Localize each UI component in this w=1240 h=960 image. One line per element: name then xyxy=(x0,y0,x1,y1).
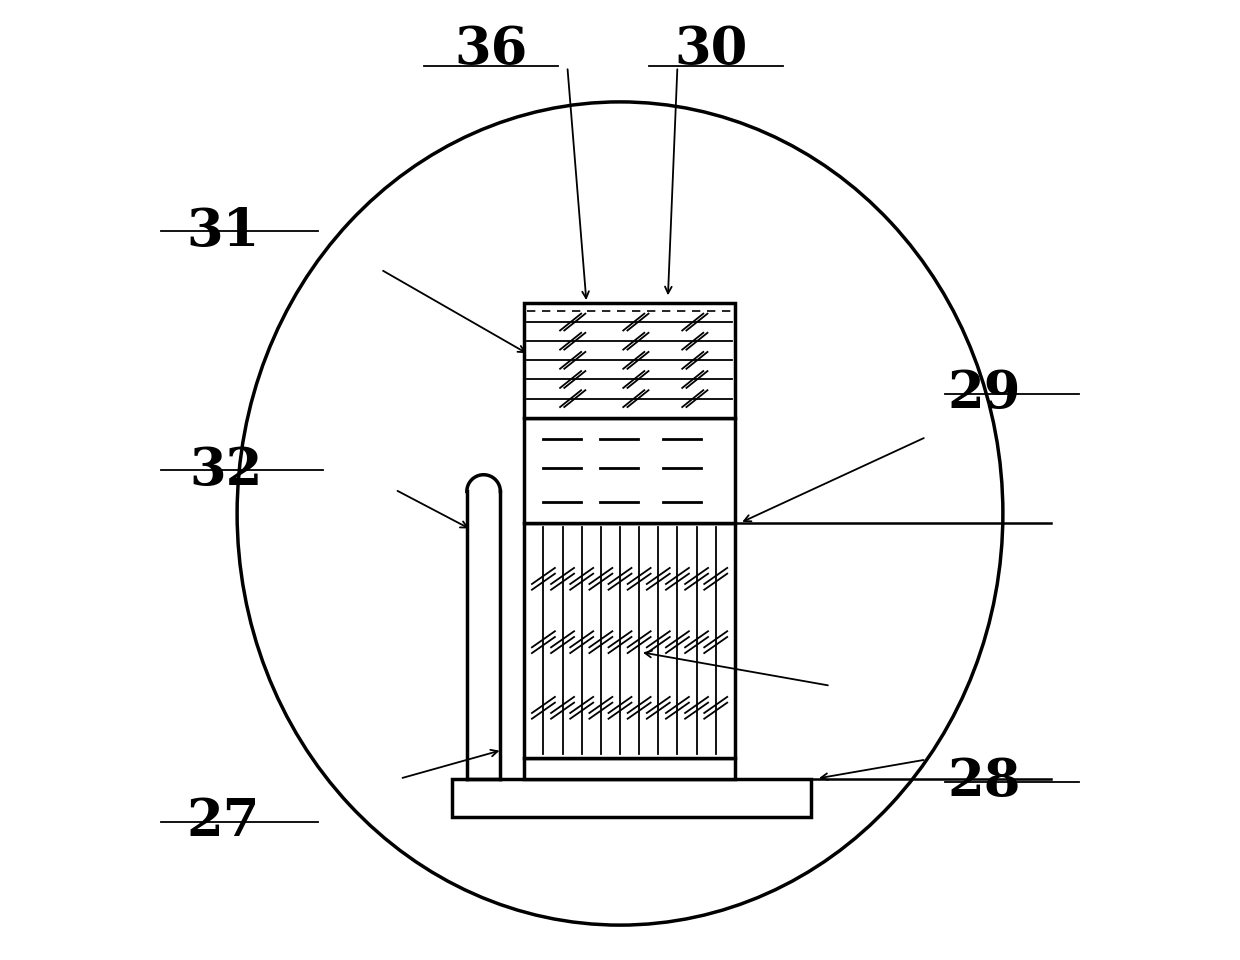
Bar xyxy=(525,418,735,523)
Text: 29: 29 xyxy=(947,369,1021,420)
Bar xyxy=(453,779,811,817)
Text: 27: 27 xyxy=(186,796,259,848)
Bar xyxy=(525,303,735,418)
Text: 28: 28 xyxy=(947,756,1021,807)
Text: 31: 31 xyxy=(186,205,259,256)
Text: 32: 32 xyxy=(188,444,263,496)
Text: 36: 36 xyxy=(454,24,527,75)
Bar xyxy=(525,757,735,779)
Bar xyxy=(525,523,735,757)
Text: 30: 30 xyxy=(675,24,748,75)
